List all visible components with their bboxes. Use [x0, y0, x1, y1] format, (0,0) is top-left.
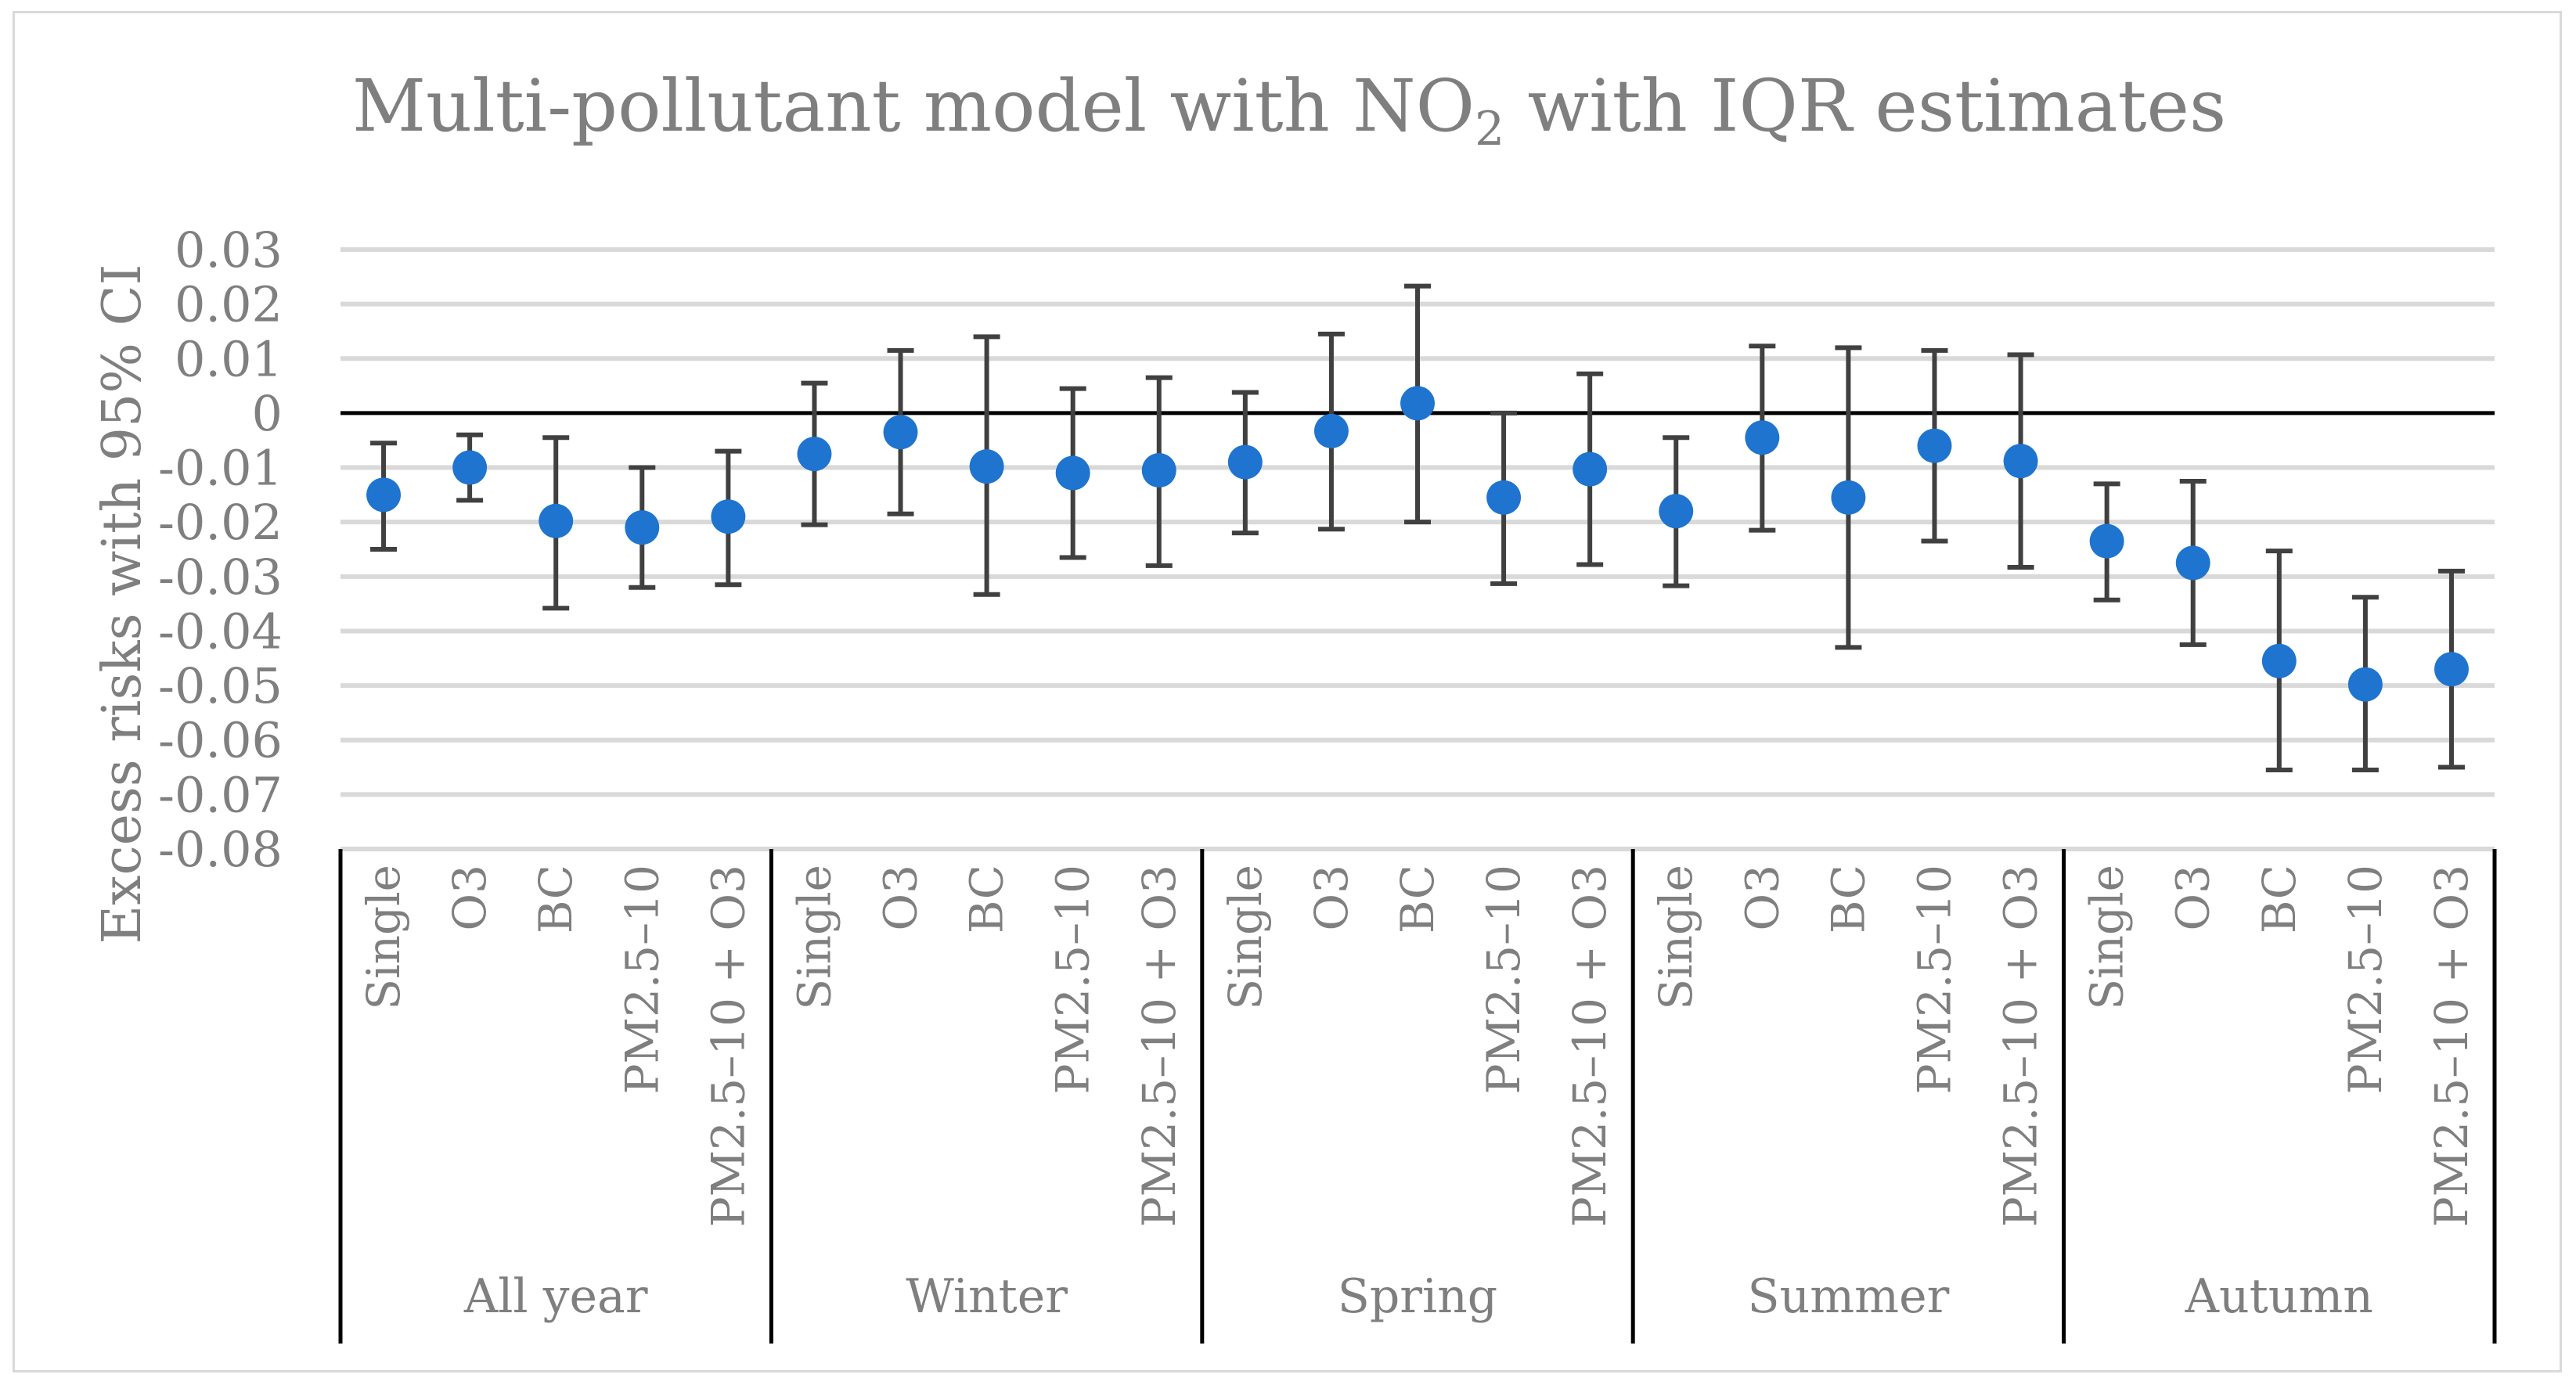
category-label: PM2.5–10: [2339, 865, 2392, 1094]
y-tick-label: 0.01: [175, 330, 283, 387]
data-point: [1227, 444, 1263, 480]
category-separators: [338, 849, 2497, 1344]
category-label: BC: [529, 865, 582, 934]
category-label: Single: [1649, 865, 1702, 1010]
y-axis-label: Excess risks with 95% CI: [92, 264, 153, 944]
category-label: O3: [1305, 865, 1358, 930]
chart-title-main: Multi-pollutant model with NO: [352, 64, 1475, 148]
chart-svg: Multi-pollutant model with NO2 with IQR …: [92, 64, 2497, 1344]
y-tick-label: -0.02: [158, 494, 283, 551]
y-tick-labels: 0.030.020.010-0.01-0.02-0.03-0.04-0.05-0…: [158, 221, 283, 878]
category-label: Single: [787, 865, 841, 1010]
category-label: PM2.5–10 + O3: [701, 865, 755, 1227]
data-point: [1313, 413, 1349, 448]
category-label: Single: [1219, 865, 1272, 1010]
data-point: [452, 450, 488, 485]
data-point: [2261, 643, 2297, 678]
category-label: PM2.5–10 + O3: [1994, 865, 2048, 1227]
group-label: All year: [463, 1269, 648, 1324]
data-point: [1400, 386, 1435, 421]
y-tick-label: -0.01: [158, 440, 283, 497]
y-tick-label: 0.02: [175, 276, 283, 333]
chart-title: Multi-pollutant model with NO2 with IQR …: [352, 64, 2226, 156]
data-point: [1573, 451, 1608, 487]
category-labels: Single O3 BC PM2.5–10 PM2.5–10 + O3 Single O3 B…: [357, 865, 2478, 1227]
data-point: [366, 477, 402, 513]
data-point: [969, 449, 1004, 484]
data-point: [883, 415, 918, 450]
category-label: O3: [1735, 865, 1789, 930]
y-tick-label: -0.03: [158, 549, 283, 606]
category-label: PM2.5–10: [1047, 865, 1100, 1094]
data-point: [1659, 494, 1694, 529]
category-label: BC: [1821, 865, 1875, 934]
category-label: O3: [874, 865, 928, 930]
group-label: Autumn: [2185, 1269, 2373, 1324]
data-point: [1831, 480, 1866, 515]
group-label: Spring: [1338, 1269, 1497, 1324]
category-label: PM2.5–10: [615, 865, 668, 1094]
category-label: BC: [2253, 865, 2306, 934]
data-point: [625, 510, 660, 545]
data-point: [2434, 652, 2469, 687]
category-label: BC: [1391, 865, 1444, 934]
chart-title-subscript: 2: [1475, 102, 1504, 156]
y-tick-label: 0: [252, 385, 283, 442]
category-label: Single: [357, 865, 410, 1010]
category-label: PM2.5–10 + O3: [1563, 865, 1616, 1227]
data-point: [2089, 523, 2124, 559]
group-label: Summer: [1748, 1269, 1950, 1324]
group-label: Winter: [906, 1269, 1068, 1324]
data-point: [1745, 420, 1780, 455]
category-label: PM2.5–10: [1477, 865, 1530, 1094]
data-point: [1486, 480, 1522, 515]
chart-frame: Multi-pollutant model with NO2 with IQR …: [13, 11, 2562, 1372]
data-point: [2003, 444, 2038, 479]
data-points: [366, 386, 2469, 702]
y-tick-label: -0.04: [158, 603, 283, 660]
data-point: [1917, 428, 1952, 463]
y-tick-label: -0.06: [158, 712, 283, 769]
data-point: [2347, 667, 2383, 702]
category-label: O3: [443, 865, 496, 930]
category-label: Single: [2081, 865, 2134, 1010]
category-label: O3: [2167, 865, 2220, 930]
y-tick-label: 0.03: [175, 221, 283, 279]
category-label: PM2.5–10 + O3: [2425, 865, 2478, 1227]
group-labels: All year Winter Spring Summer Autumn: [463, 1269, 2373, 1324]
data-point: [1141, 453, 1176, 488]
category-label: PM2.5–10 + O3: [1133, 865, 1186, 1227]
data-point: [539, 503, 574, 538]
data-point: [2175, 545, 2210, 581]
data-point: [797, 437, 832, 472]
data-point: [1055, 455, 1090, 491]
y-tick-label: -0.05: [158, 657, 283, 714]
category-label: BC: [960, 865, 1014, 934]
data-point: [711, 499, 746, 534]
y-tick-label: -0.07: [158, 766, 283, 823]
y-tick-label: -0.08: [158, 821, 283, 878]
chart-title-tail: with IQR estimates: [1504, 64, 2226, 148]
category-label: PM2.5–10: [1908, 865, 1961, 1094]
